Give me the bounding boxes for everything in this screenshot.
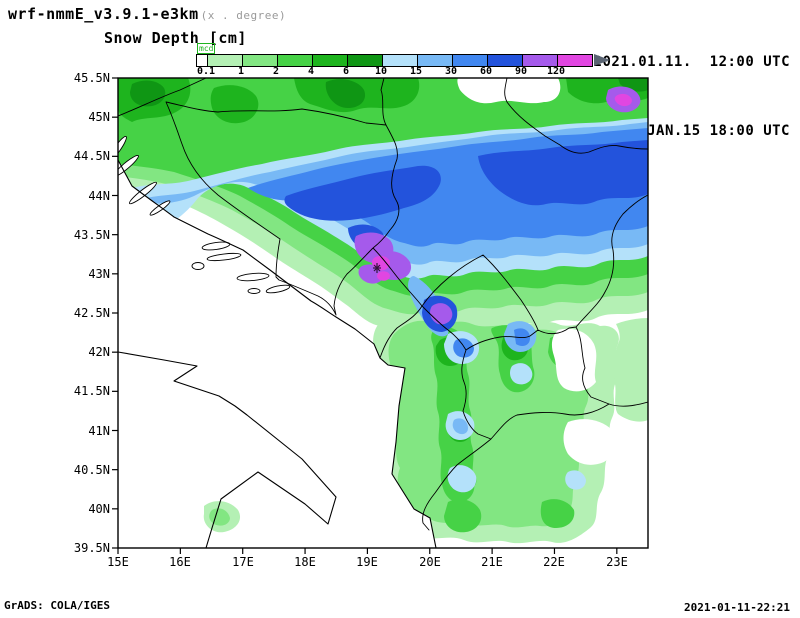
model-title: wrf-nmmE_v3.9.1-e3km	[8, 5, 199, 23]
y-axis-label: 42N	[88, 345, 110, 359]
x-axis-label: 15E	[107, 555, 129, 569]
y-axis-label: 41.5N	[73, 384, 110, 398]
model-title-line: wrf-nmmE_v3.9.1-e3km (x . degree)	[8, 5, 286, 23]
colorbar-tick: 60	[479, 66, 493, 77]
coastlines	[117, 159, 437, 549]
colorbar-tick: 6	[342, 66, 350, 77]
map-frame	[112, 77, 649, 554]
colorbar-tick: 15	[409, 66, 423, 77]
creation-timestamp: 2021-01-11-22:21	[684, 601, 790, 614]
colorbar-segment	[208, 55, 243, 66]
colorbar-tick: 90	[514, 66, 528, 77]
x-axis-label: 22E	[543, 555, 565, 569]
colorbar-segment	[488, 55, 523, 66]
country-borders	[118, 78, 648, 531]
y-axis-label: 44.5N	[73, 149, 110, 163]
colorbar-tick: 4	[307, 66, 315, 77]
colorbar-tick: 1	[237, 66, 245, 77]
colorbar-tick: 30	[444, 66, 458, 77]
colorbar-segment	[348, 55, 383, 66]
y-axis-label: 40.5N	[73, 463, 110, 477]
colorbar-segment	[197, 55, 208, 66]
y-axis-label: 39.5N	[73, 541, 110, 555]
snow-maximum-marker	[373, 263, 381, 273]
y-axis-label: 44N	[88, 189, 110, 203]
x-axis-label: 16E	[169, 555, 191, 569]
colorbar-segment	[313, 55, 348, 66]
adriatic-sea	[118, 160, 436, 548]
model-subtitle: (x . degree)	[200, 9, 287, 22]
y-axis-label: 40N	[88, 502, 110, 516]
y-axis-label: 45.5N	[73, 71, 110, 85]
colorbar-tick: 120	[546, 66, 566, 77]
x-axis-label: 20E	[419, 555, 441, 569]
colorbar	[196, 54, 593, 67]
y-axis-label: 41N	[88, 424, 110, 438]
colorbar-tick: 10	[374, 66, 388, 77]
map-canvas	[112, 77, 649, 554]
colorbar-segment	[278, 55, 313, 66]
y-axis-label: 45N	[88, 110, 110, 124]
balkan-coastline	[117, 159, 437, 549]
colorbar-segment	[243, 55, 278, 66]
y-axis-label: 43.5N	[73, 228, 110, 242]
colorbar-segment	[383, 55, 418, 66]
colorbar-segment	[418, 55, 453, 66]
grads-stamp: GrADS: COLA/IGES	[4, 599, 110, 612]
x-axis-label: 18E	[294, 555, 316, 569]
x-axis-label: 21E	[481, 555, 503, 569]
y-axis-label: 42.5N	[73, 306, 110, 320]
x-axis-label: 23E	[606, 555, 628, 569]
field-title: Snow Depth [cm]	[104, 29, 247, 47]
snow-contour-fills	[118, 78, 648, 544]
x-axis-label: 19E	[356, 555, 378, 569]
colorbar-segment	[453, 55, 488, 66]
colorbar-segment	[523, 55, 558, 66]
legend-note: mcd	[197, 43, 216, 54]
colorbar-tick: 2	[272, 66, 280, 77]
colorbar-segment	[558, 55, 592, 66]
colorbar-overflow-arrow	[594, 54, 610, 66]
colorbar-tick: 0.1	[196, 66, 216, 77]
x-axis-label: 17E	[232, 555, 254, 569]
italy-coastline	[117, 351, 337, 549]
y-axis-label: 43N	[88, 267, 110, 281]
